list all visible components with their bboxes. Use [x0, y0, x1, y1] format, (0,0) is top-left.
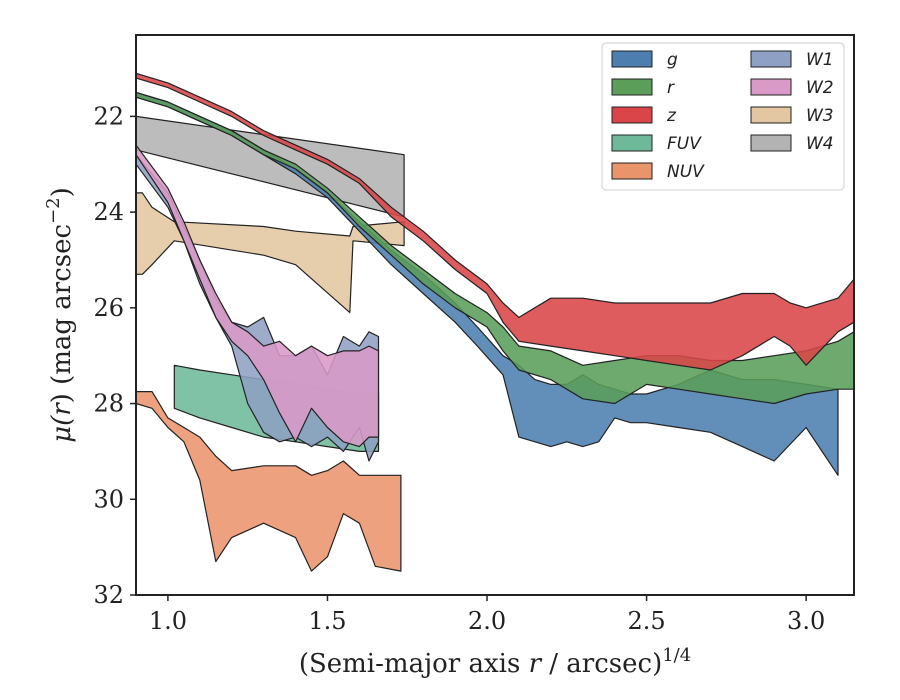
x-axis-ticks: 1.0 1.5 2.0 2.5 3.0: [149, 595, 825, 635]
series-area-w4: [135, 115, 405, 218]
legend-swatch-nuv: [611, 162, 653, 180]
legend-swatch-r: [611, 78, 653, 96]
legend-swatch-g: [611, 50, 653, 68]
legend-swatch-w3: [750, 106, 792, 124]
y-tick-label: 26: [93, 294, 124, 322]
legend-label-w3: W3: [806, 106, 834, 126]
legend-label-w2: W2: [806, 78, 834, 98]
legend-swatch-fuv: [611, 134, 653, 152]
legend-items: grz FUV NUV W1 W2 W3 W4: [611, 50, 834, 182]
legend-label-r: r: [667, 78, 675, 98]
x-tick-label: 2.5: [627, 607, 665, 635]
series-area-nuv: [135, 391, 402, 572]
x-tick-label: 3.0: [787, 607, 825, 635]
legend-label-nuv: NUV: [667, 162, 705, 182]
legend-swatch-w4: [750, 134, 792, 152]
legend-label-w1: W1: [806, 50, 834, 70]
series-area-w2: [135, 144, 380, 448]
y-tick-label: 32: [93, 581, 124, 609]
legend-swatch-w1: [750, 50, 792, 68]
legend-label-w4: W4: [806, 134, 834, 154]
y-tick-label: 30: [93, 485, 124, 513]
x-axis-label: (Semi-major axis r / arcsec)1/4: [299, 645, 691, 679]
legend-label-g: g: [667, 50, 678, 70]
y-tick-label: 28: [93, 390, 124, 418]
x-tick-label: 1.5: [308, 607, 346, 635]
y-axis-label: μ(r) (mag arcsec−2): [43, 187, 77, 443]
legend-swatch-z: [611, 106, 653, 124]
y-axis-ticks: 22 24 26 28 30 32: [93, 102, 136, 609]
plot-frame: [135, 34, 855, 596]
x-tick-label: 1.0: [149, 607, 187, 635]
y-tick-label: 24: [93, 198, 124, 226]
legend-label-z: z: [666, 106, 677, 126]
y-tick-label: 22: [93, 102, 124, 130]
legend-label-fuv: FUV: [667, 134, 702, 154]
legend-swatch-w2: [750, 78, 792, 96]
x-tick-label: 2.0: [468, 607, 506, 635]
legend: grz FUV NUV W1 W2 W3 W4: [601, 42, 845, 191]
